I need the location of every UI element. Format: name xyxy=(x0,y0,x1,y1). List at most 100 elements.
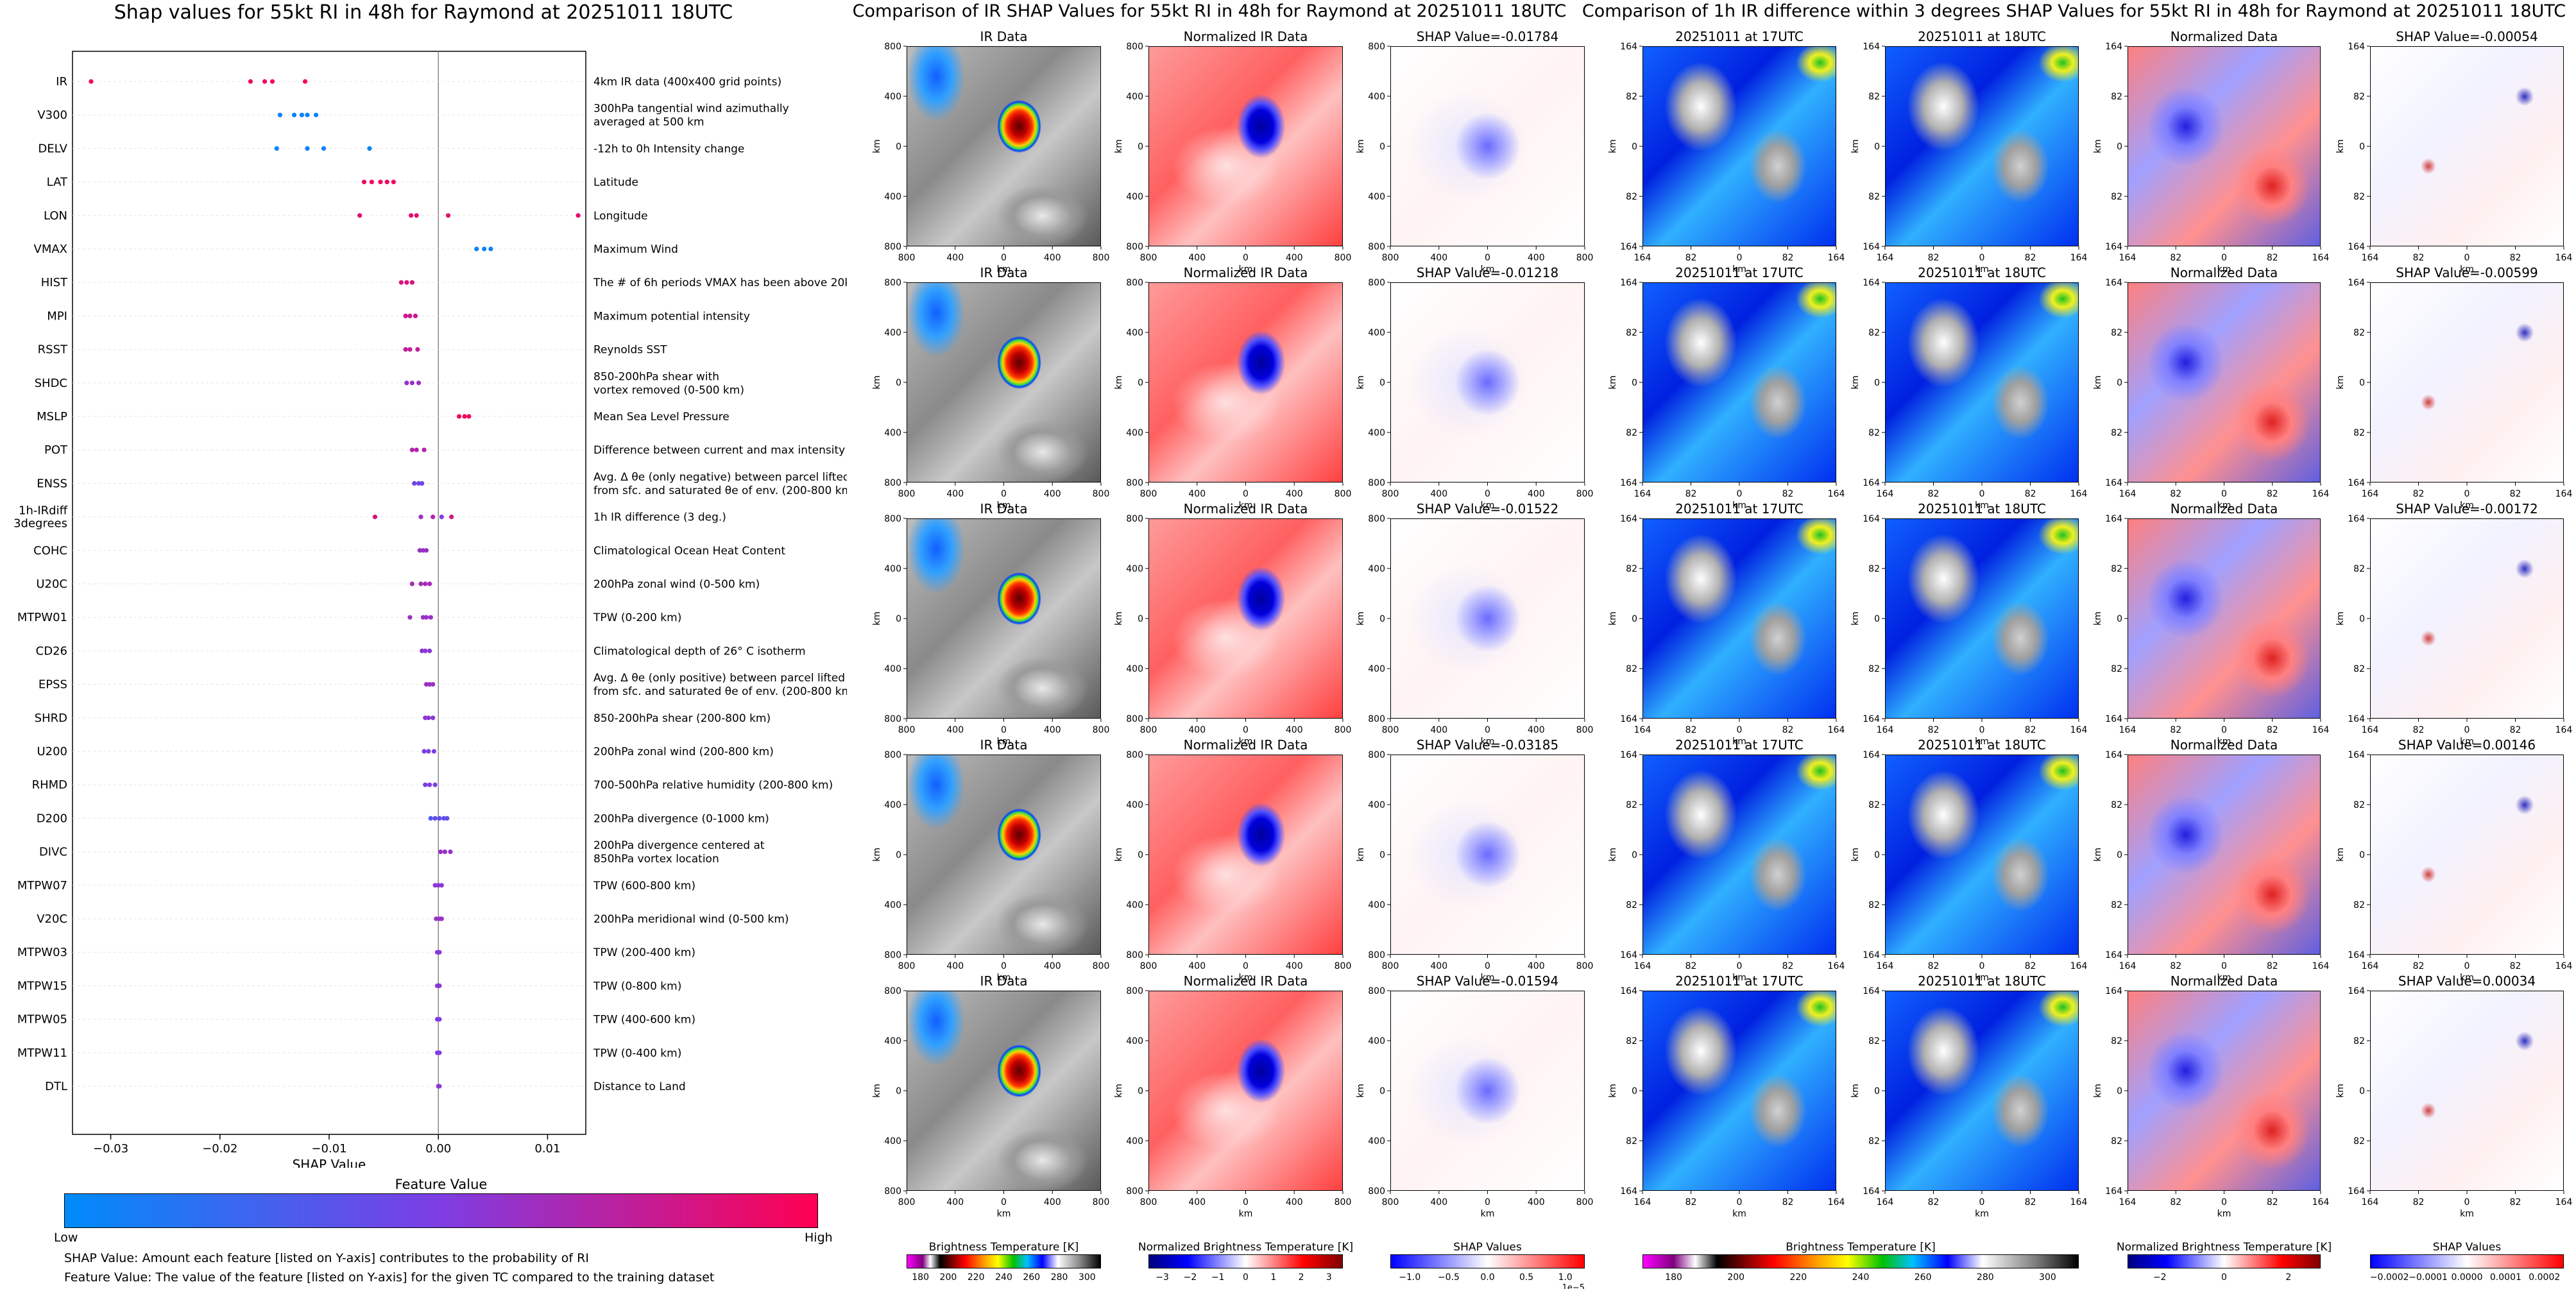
panel-y-unit-label: km xyxy=(1356,611,1366,626)
shap-point xyxy=(423,682,429,687)
ir-18utc-panel xyxy=(1885,282,2079,482)
shap-point xyxy=(305,146,310,151)
panel-x-tick-label: 400 xyxy=(1430,961,1447,971)
panel-x-tick-label: 0 xyxy=(1001,253,1007,263)
feature-name-label: MTPW15 xyxy=(17,979,67,993)
panel-x-tick-label: 82 xyxy=(1685,253,1697,263)
panel-y-tick-label: 800 xyxy=(1126,478,1143,488)
shap-point xyxy=(432,782,438,787)
colorbar-tick-label: 260 xyxy=(1023,1272,1040,1283)
panel-x-tick-label: 82 xyxy=(2170,489,2181,499)
panel-y-tick-label: 82 xyxy=(2353,428,2365,438)
panel-x-tick-label: 164 xyxy=(2119,1197,2137,1208)
panel-x-tick-label: 800 xyxy=(1382,725,1399,735)
feature-name-label: U20C xyxy=(36,577,67,591)
feature-name-label: LON xyxy=(44,209,67,223)
panel-x-tick-label: 0 xyxy=(1737,253,1743,263)
panel-x-tick-label: 400 xyxy=(1528,1197,1545,1208)
shap-point xyxy=(431,715,436,721)
panel-x-tick-label: 400 xyxy=(1430,1197,1447,1208)
panel-x-tick-label: 164 xyxy=(2362,1197,2379,1208)
irdiff-comparison-title: Comparison of 1h IR difference within 3 … xyxy=(1582,1,2566,21)
panel-title: IR Data xyxy=(980,973,1028,989)
ir-18utc-panel xyxy=(1885,755,2079,955)
feature-name-label: RHMD xyxy=(32,778,67,792)
panel-y-tick-label: 82 xyxy=(2111,192,2122,202)
panel-y-tick-label: 400 xyxy=(1126,900,1143,910)
colorbar-label: SHAP Values xyxy=(1453,1241,1522,1254)
feature-description-label: TPW (0-400 km) xyxy=(593,1047,681,1060)
panel-y-tick-label: 0 xyxy=(1874,850,1880,860)
panel-y-tick-label: 82 xyxy=(1868,92,1880,102)
panel-x-tick-label: 82 xyxy=(2025,961,2036,971)
panel-x-tick-label: 82 xyxy=(2510,961,2521,971)
panel-y-tick-label: 82 xyxy=(1626,800,1637,810)
ir-data-panel xyxy=(907,282,1101,482)
panel-y-unit-label: km xyxy=(1114,1084,1124,1098)
panel-y-tick-label: 400 xyxy=(884,1036,901,1046)
panel-y-tick-label: 82 xyxy=(1868,1036,1880,1046)
shap-beeswarm-chart: IR 4km IR data (400x400 grid points) V300 3… xyxy=(13,51,847,1168)
panel-y-tick-label: 400 xyxy=(1126,664,1143,674)
panel-x-tick-label: 82 xyxy=(1928,1197,1940,1208)
panel-y-tick-label: 164 xyxy=(2105,986,2122,996)
colorbar-tick-label: 0.0 xyxy=(1480,1272,1494,1283)
panel-x-tick-label: 400 xyxy=(1044,489,1061,499)
panel-y-tick-label: 82 xyxy=(2111,1036,2122,1046)
panel-y-tick-label: 82 xyxy=(1626,664,1637,674)
shap-point xyxy=(378,180,383,185)
normalized-diff-panel xyxy=(2128,518,2321,719)
panel-x-tick-label: 400 xyxy=(946,725,964,735)
panel-y-unit-label: km xyxy=(2093,848,2103,862)
colorbar-tick-label: 200 xyxy=(1727,1272,1744,1283)
panel-y-tick-label: 800 xyxy=(884,514,901,524)
shap-point xyxy=(277,112,283,117)
panel-x-tick-label: 800 xyxy=(1140,725,1157,735)
panel-y-tick-label: 82 xyxy=(1626,900,1637,910)
panel-x-tick-label: 164 xyxy=(2070,253,2088,263)
panel-y-tick-label: 82 xyxy=(2111,1136,2122,1147)
panel-y-tick-label: 164 xyxy=(1620,242,1637,252)
panel-y-tick-label: 400 xyxy=(1368,92,1385,102)
shap-point xyxy=(576,213,581,218)
feature-description-label: TPW (200-400 km) xyxy=(593,946,695,959)
shap-point xyxy=(414,213,419,218)
panel-x-tick-label: 164 xyxy=(2312,489,2330,499)
ir-18utc-panel xyxy=(1885,46,2079,246)
panel-y-unit-label: km xyxy=(1608,848,1618,862)
panel-title: Normalized IR Data xyxy=(1184,737,1308,753)
panel-x-tick-label: 82 xyxy=(2170,1197,2181,1208)
shap-point xyxy=(423,615,429,620)
panel-title: 20251011 at 18UTC xyxy=(1918,973,2046,989)
panel-x-tick-label: 400 xyxy=(1430,253,1447,263)
panel-title: 20251011 at 17UTC xyxy=(1675,265,1804,280)
panel-x-tick-label: 164 xyxy=(2362,253,2379,263)
panel-x-unit-label: km xyxy=(2217,264,2231,275)
panel-y-tick-label: 164 xyxy=(1620,478,1637,488)
feature-description-label: TPW (0-800 km) xyxy=(593,980,681,993)
shap-point xyxy=(420,481,425,486)
panel-x-tick-label: 164 xyxy=(2362,961,2379,971)
feature-name-label: MTPW03 xyxy=(17,946,67,959)
panel-y-tick-label: 0 xyxy=(896,1086,901,1097)
irdiff-shap-panel xyxy=(2370,282,2564,482)
colorbar-tick-label: −3 xyxy=(1156,1272,1169,1283)
feature-description-label: Distance to Land xyxy=(593,1080,686,1093)
panel-x-tick-label: 82 xyxy=(1782,1197,1794,1208)
feature-description-label: 850hPa vortex location xyxy=(593,853,719,866)
colorbar-tick-label: 180 xyxy=(1665,1272,1682,1283)
shap-point xyxy=(262,79,268,84)
panel-y-tick-label: 82 xyxy=(1868,1136,1880,1147)
shap-point xyxy=(407,313,413,318)
panel-y-unit-label: km xyxy=(872,1084,882,1098)
colorbar-tick-label: 300 xyxy=(1079,1272,1096,1283)
panel-y-tick-label: 82 xyxy=(2111,428,2122,438)
panel-x-tick-label: 82 xyxy=(2267,725,2278,735)
panel-x-tick-label: 164 xyxy=(2555,961,2573,971)
panel-x-tick-label: 164 xyxy=(1828,961,1845,971)
shap-point xyxy=(274,146,279,151)
panel-y-unit-label: km xyxy=(1608,375,1618,389)
feature-name-label: MTPW05 xyxy=(17,1013,67,1027)
shap-point xyxy=(416,380,422,386)
panel-x-unit-label: km xyxy=(2460,264,2474,275)
